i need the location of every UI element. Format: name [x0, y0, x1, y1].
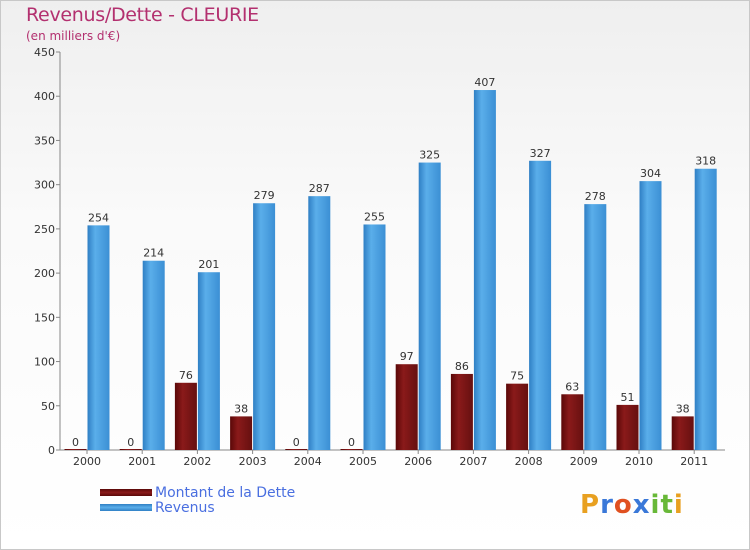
x-tick-label: 2002	[183, 455, 211, 468]
bar-dette	[395, 364, 418, 450]
value-label-dette: 63	[565, 380, 579, 393]
logo-letter: x	[632, 490, 651, 520]
logo-letter: r	[600, 490, 614, 520]
x-tick-label: 2007	[459, 455, 487, 468]
legend-label-dette: Montant de la Dette	[155, 485, 296, 501]
y-tick-label: 400	[34, 90, 55, 103]
y-tick-label: 50	[41, 400, 55, 413]
legend-swatch-dette	[100, 489, 152, 496]
bar-revenus	[142, 260, 165, 450]
value-label-revenus: 327	[530, 147, 551, 160]
proxiti-logo: Proxiti	[580, 490, 684, 520]
bar-dette	[174, 382, 197, 450]
value-label-revenus: 287	[309, 182, 330, 195]
logo-letter: P	[580, 490, 601, 520]
x-tick-label: 2004	[294, 455, 322, 468]
bar-dette	[450, 373, 473, 450]
bar-revenus	[308, 196, 331, 450]
bar-revenus	[253, 203, 276, 450]
x-tick-label: 2006	[404, 455, 432, 468]
legend-label-revenus: Revenus	[155, 500, 215, 516]
x-tick-label: 2009	[570, 455, 598, 468]
value-label-dette: 38	[676, 402, 690, 415]
bar-dette	[119, 449, 142, 450]
value-label-dette: 76	[179, 369, 193, 382]
logo-letter: o	[613, 490, 633, 520]
value-label-dette: 75	[510, 370, 524, 383]
bar-revenus	[418, 162, 441, 451]
x-tick-label: 2011	[680, 455, 708, 468]
value-label-dette: 0	[348, 436, 355, 449]
y-tick-label: 450	[34, 46, 55, 59]
value-label-revenus: 318	[695, 155, 716, 168]
bar-revenus	[363, 224, 386, 450]
y-tick-label: 0	[48, 444, 55, 457]
value-label-dette: 0	[72, 436, 79, 449]
logo-letter: i	[673, 490, 684, 520]
value-label-revenus: 304	[640, 167, 661, 180]
value-label-revenus: 201	[198, 258, 219, 271]
value-label-dette: 51	[621, 391, 635, 404]
x-tick-label: 2005	[349, 455, 377, 468]
bar-dette	[671, 416, 694, 450]
bar-revenus	[87, 225, 110, 450]
legend-swatch-revenus	[100, 504, 152, 511]
value-label-dette: 0	[293, 436, 300, 449]
value-label-revenus: 214	[143, 247, 164, 260]
value-label-dette: 38	[234, 402, 248, 415]
value-label-revenus: 279	[254, 189, 275, 202]
bar-revenus	[529, 160, 552, 450]
value-label-revenus: 278	[585, 190, 606, 203]
bar-revenus	[694, 168, 717, 450]
bar-dette	[230, 416, 253, 450]
value-label-revenus: 407	[474, 76, 495, 89]
x-tick-label: 2000	[73, 455, 101, 468]
bar-dette	[561, 394, 584, 450]
y-tick-label: 250	[34, 223, 55, 236]
y-tick-label: 300	[34, 179, 55, 192]
bar-revenus	[639, 181, 662, 450]
value-label-revenus: 255	[364, 210, 385, 223]
bar-dette	[616, 404, 639, 450]
value-label-revenus: 325	[419, 149, 440, 162]
x-tick-label: 2003	[239, 455, 267, 468]
value-label-dette: 97	[400, 350, 414, 363]
bar-dette	[506, 383, 529, 450]
logo-letter: i	[650, 490, 661, 520]
chart-subtitle: (en milliers d'€)	[26, 29, 121, 43]
x-tick-label: 2001	[128, 455, 156, 468]
logo-letter: t	[660, 490, 674, 520]
bar-revenus	[473, 90, 496, 450]
value-label-revenus: 254	[88, 211, 109, 224]
bar-dette	[285, 449, 308, 450]
y-tick-label: 100	[34, 356, 55, 369]
bar-dette	[340, 449, 363, 450]
value-label-dette: 86	[455, 360, 469, 373]
bar-dette	[64, 449, 87, 450]
chart-title: Revenus/Dette - CLEURIE	[26, 4, 259, 26]
x-tick-label: 2010	[625, 455, 653, 468]
value-label-dette: 0	[127, 436, 134, 449]
bar-revenus	[197, 272, 220, 450]
bar-revenus	[584, 204, 607, 450]
x-tick-label: 2008	[515, 455, 543, 468]
y-tick-label: 350	[34, 134, 55, 147]
y-tick-label: 150	[34, 311, 55, 324]
y-tick-label: 200	[34, 267, 55, 280]
